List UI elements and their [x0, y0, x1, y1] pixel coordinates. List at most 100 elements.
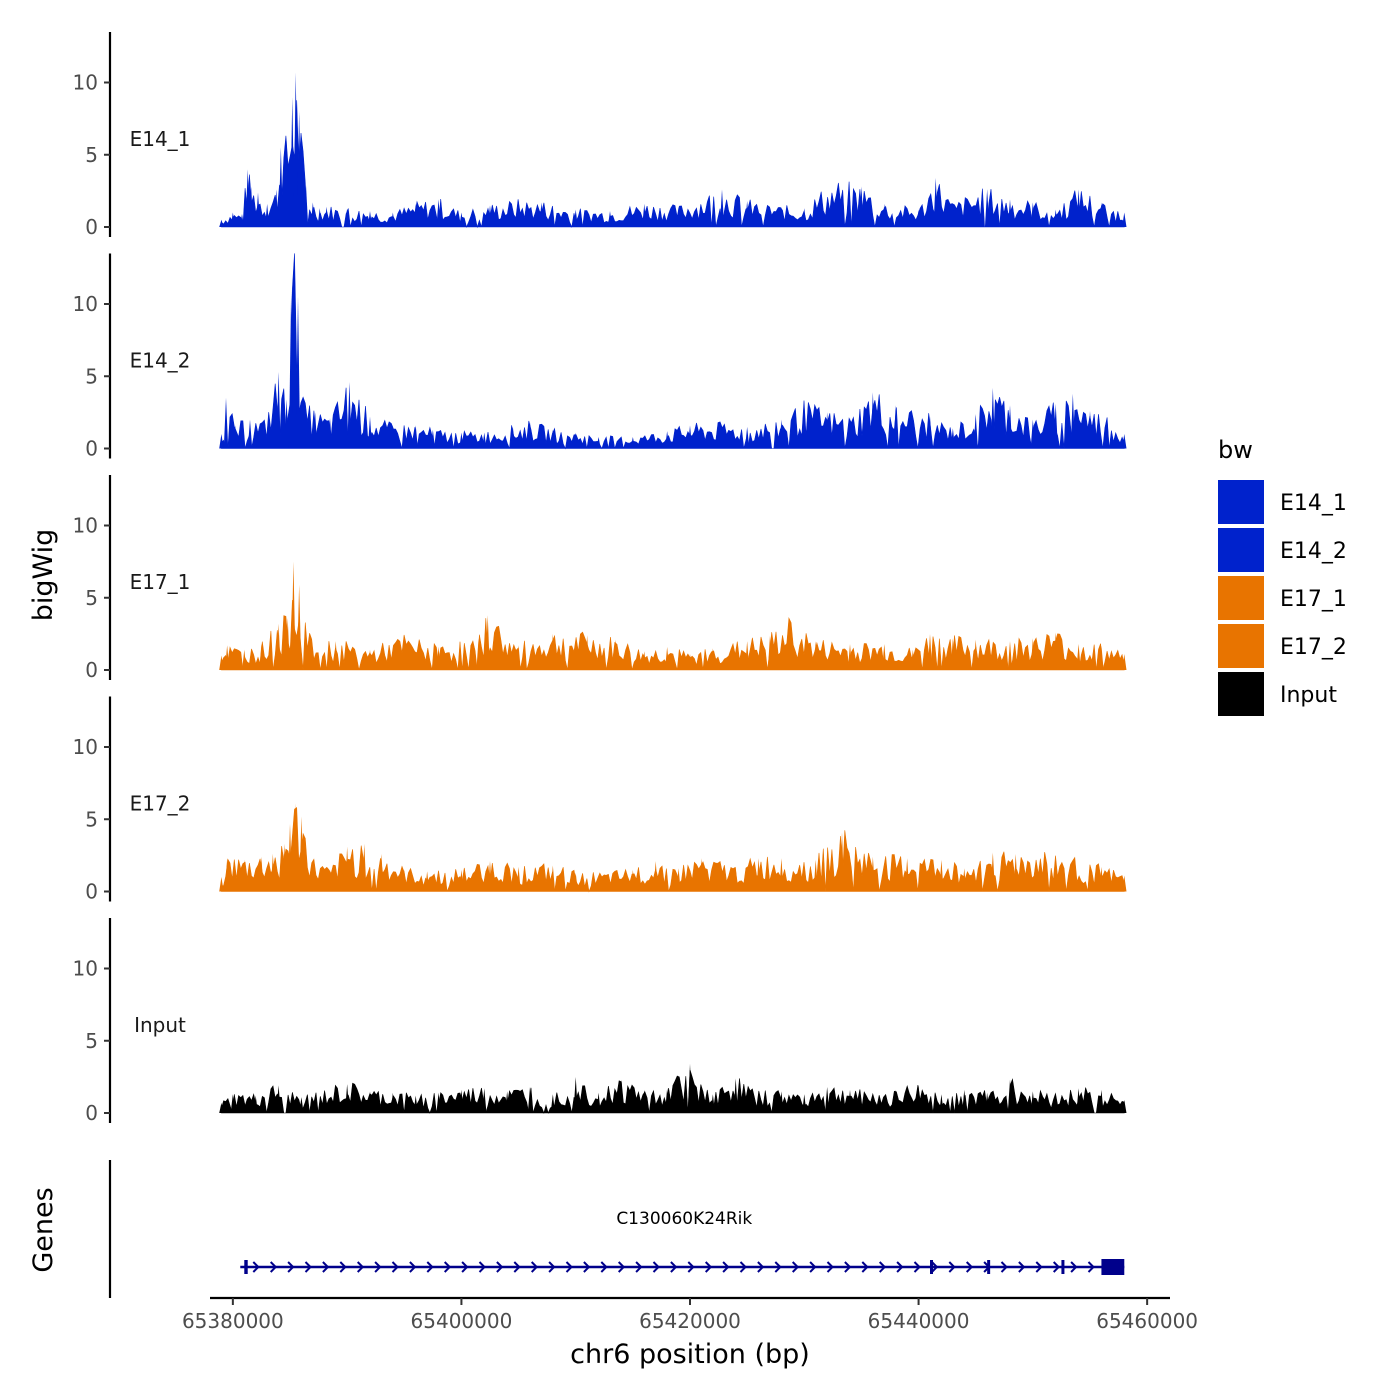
peak-mark [390, 1092, 396, 1113]
peak-mark [744, 200, 750, 227]
peak-mark [933, 177, 938, 227]
peak-mark [296, 584, 302, 670]
signal-tracks: 0 5 10 E14_1 0 5 10 E14_2 0 5 10 E17_1 0 5 10 E17_2 0 5 10… [73, 32, 1127, 1125]
peak-mark [1042, 852, 1047, 892]
y-tick-label: 10 [73, 292, 98, 316]
peak-mark [308, 641, 313, 670]
peak-mark [459, 869, 464, 892]
peak-mark [504, 1091, 510, 1113]
peak-mark [573, 209, 578, 227]
peak-mark [430, 429, 436, 449]
peak-mark [436, 199, 441, 227]
peak-mark [573, 1076, 578, 1113]
peak-mark [1007, 405, 1013, 449]
legend-item-E14_2: E14_2 [1218, 528, 1347, 572]
strand-arrow [461, 1261, 469, 1273]
peak-mark [245, 169, 250, 227]
peak-mark [1122, 212, 1127, 227]
peak-mark [893, 1089, 898, 1113]
peak-mark [573, 432, 578, 449]
peak-mark [390, 425, 396, 449]
peak-mark [230, 1094, 236, 1113]
peak-mark [927, 633, 933, 670]
track-label-E17_2: E17_2 [130, 791, 191, 815]
peak-mark [1076, 643, 1081, 670]
peak-mark [482, 1088, 487, 1113]
peak-mark [950, 428, 956, 449]
peak-mark [779, 206, 784, 227]
y-tick-label: 5 [85, 1029, 98, 1053]
peak-mark [232, 425, 238, 449]
y-axis-title-group: bigWig Genes [28, 529, 59, 1273]
y-tick-label: 5 [85, 364, 98, 388]
peak-mark [285, 617, 290, 670]
peak-mark [950, 203, 956, 227]
peak-mark [1070, 393, 1076, 449]
peak-mark [550, 1094, 556, 1113]
peak-mark [327, 418, 333, 449]
peak-mark [676, 868, 681, 892]
peak-mark [310, 202, 316, 227]
peak-mark [882, 203, 887, 227]
strand-arrow [861, 1261, 869, 1273]
peak-mark [299, 1097, 304, 1113]
peak-mark [274, 189, 279, 227]
peak-mark [327, 869, 333, 892]
peak-mark [710, 1094, 716, 1113]
peak-mark [756, 858, 761, 892]
track-label-Input: Input [134, 1013, 186, 1037]
x-axis-title: chr6 position (bp) [570, 1339, 810, 1370]
strand-arrow [426, 1261, 434, 1273]
peak-mark [1007, 1079, 1013, 1113]
peak-mark [293, 803, 298, 892]
peak-mark [824, 412, 830, 449]
peak-mark [973, 413, 978, 449]
peak-mark [390, 212, 396, 227]
legend: bw E14_1 E14_2 E17_1 E17_2 Input [1218, 436, 1347, 716]
strand-arrow [1000, 1261, 1008, 1273]
peak-mark [990, 387, 996, 449]
peak-mark [676, 206, 681, 227]
strand-arrow [757, 1261, 765, 1273]
peak-mark [347, 382, 352, 449]
track-label-E17_1: E17_1 [130, 570, 191, 594]
strand-arrow [513, 1261, 521, 1273]
peak-mark [247, 419, 253, 449]
legend-swatch [1218, 672, 1264, 716]
exon-block [1101, 1259, 1125, 1275]
peak-mark [916, 209, 921, 227]
peak-mark [482, 432, 487, 449]
peak-mark [367, 1091, 373, 1113]
peak-mark [733, 1078, 738, 1113]
strand-arrow [896, 1261, 904, 1273]
peak-mark [653, 861, 658, 892]
peak-mark [459, 212, 464, 227]
peak-mark [962, 1089, 967, 1113]
peak-mark [910, 649, 916, 670]
peak-mark [413, 1095, 418, 1113]
peak-mark [687, 1063, 693, 1113]
strand-arrow [1018, 1261, 1026, 1273]
peak-mark [303, 185, 309, 227]
legend-item-Input: Input [1218, 672, 1337, 716]
peak-mark [719, 189, 725, 227]
peak-mark [779, 858, 784, 892]
peak-mark [539, 202, 544, 227]
legend-title: bw [1218, 436, 1253, 464]
peak-mark [550, 865, 556, 892]
peak-mark [242, 649, 247, 670]
strand-arrow [774, 1261, 782, 1273]
strand-arrow [304, 1261, 312, 1273]
peak-mark [333, 641, 338, 670]
peak-mark [259, 856, 264, 892]
gene-name-label: C130060K24Rik [616, 1209, 752, 1229]
peak-mark [287, 823, 293, 892]
x-tick-label: 65460000 [1096, 1309, 1198, 1333]
peak-mark [630, 869, 636, 892]
strand-arrow [635, 1261, 643, 1273]
peak-mark [278, 147, 284, 227]
y-tick-label: 0 [85, 1101, 98, 1125]
peak-mark [939, 1094, 944, 1113]
strand-arrow [583, 1261, 591, 1273]
peak-mark [984, 189, 990, 227]
